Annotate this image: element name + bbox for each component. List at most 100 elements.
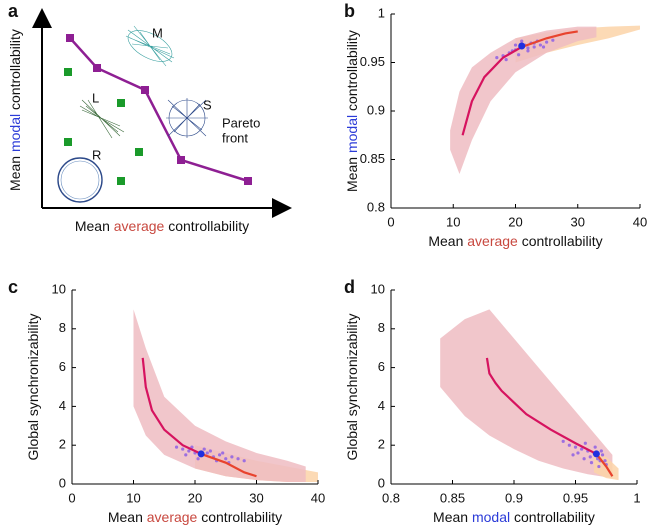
pareto-front <box>66 34 252 185</box>
band <box>450 26 597 175</box>
label-part: controllability <box>518 233 603 249</box>
label-part: controllability <box>164 218 249 234</box>
point <box>580 447 584 451</box>
y-tick-label: 4 <box>59 398 66 413</box>
y-tick-label: 8 <box>378 320 385 335</box>
point <box>242 459 246 463</box>
x-tick-label: 30 <box>571 214 585 229</box>
point <box>592 450 600 458</box>
label-part: controllability <box>197 509 282 525</box>
point <box>583 441 587 445</box>
point <box>597 464 601 469</box>
point <box>174 445 179 449</box>
point <box>567 443 571 447</box>
curve <box>200 452 257 478</box>
label-part: modal <box>7 114 23 152</box>
axis-label: Mean modal controllability <box>7 29 23 191</box>
panel-label: c <box>8 277 18 297</box>
x-tick-label: 0 <box>68 490 75 505</box>
point <box>526 46 530 50</box>
point <box>603 459 607 463</box>
point <box>196 457 200 461</box>
band <box>440 309 613 479</box>
y-tick-label: 2 <box>378 437 385 452</box>
y-tick-label: 0.9 <box>367 102 385 117</box>
label-part: Mean <box>433 509 472 525</box>
axis-label: Global synchronizability <box>25 313 41 460</box>
point <box>545 40 549 44</box>
point <box>187 449 191 453</box>
axis-label: Global synchronizability <box>344 313 360 460</box>
y-tick-label: 0.95 <box>360 54 385 69</box>
point <box>184 453 188 457</box>
curve <box>595 453 614 477</box>
axis-label: Mean average controllability <box>108 509 282 525</box>
point <box>518 42 526 50</box>
point <box>236 457 240 461</box>
panel-label: a <box>8 1 19 21</box>
label-part: Global synchronizability <box>25 313 41 460</box>
network-label: S <box>203 97 212 112</box>
curve <box>521 30 578 49</box>
label-part: modal <box>344 115 360 153</box>
point <box>205 451 209 455</box>
y-tick-label: 0 <box>59 475 66 490</box>
point <box>504 57 508 62</box>
label-part: modal <box>472 509 510 525</box>
x-tick-label: 0 <box>387 214 394 229</box>
network-label: M <box>152 25 163 40</box>
label-part: Mean <box>428 233 467 249</box>
point <box>599 449 603 453</box>
label-part: controllability <box>7 29 23 114</box>
point <box>589 461 594 465</box>
x-tick-label: 20 <box>188 490 202 505</box>
point <box>576 451 580 455</box>
y-tick-label: 8 <box>59 320 66 335</box>
point <box>190 445 194 449</box>
y-tick-label: 6 <box>59 359 66 374</box>
point <box>208 449 212 453</box>
x-tick-label: 30 <box>249 490 263 505</box>
x-tick-label: 0.8 <box>382 490 400 505</box>
label-part: average <box>114 218 165 234</box>
y-tick-label: 4 <box>378 398 385 413</box>
point <box>532 45 536 49</box>
label-part: Global synchronizability <box>344 313 360 460</box>
point <box>181 447 185 451</box>
x-tick-label: 0.95 <box>563 490 588 505</box>
y-tick-label: 10 <box>371 281 385 296</box>
label-part: Mean <box>7 152 23 191</box>
network-label: R <box>92 147 101 162</box>
label-part: Mean <box>75 218 114 234</box>
point <box>495 56 499 60</box>
point <box>588 455 592 459</box>
y-tick-label: 2 <box>59 437 66 452</box>
panel-label: b <box>344 1 355 21</box>
x-tick-label: 10 <box>126 490 140 505</box>
x-tick-label: 10 <box>446 214 460 229</box>
point <box>541 45 546 49</box>
panel-label: d <box>344 277 355 297</box>
y-tick-label: 0.8 <box>367 199 385 214</box>
label-part: average <box>147 509 198 525</box>
curve <box>485 357 597 455</box>
point <box>513 43 518 47</box>
axis-label: Mean modal controllability <box>344 30 360 192</box>
label-part: controllability <box>510 509 595 525</box>
point <box>582 457 586 461</box>
y-tick-label: 10 <box>52 281 66 296</box>
point <box>230 455 234 459</box>
x-tick-label: 40 <box>633 214 647 229</box>
network-label: L <box>92 90 99 105</box>
point <box>573 445 578 449</box>
curve <box>461 46 523 136</box>
axis-label: Mean modal controllability <box>433 509 595 525</box>
curve <box>141 357 202 455</box>
label-part: Mean <box>108 509 147 525</box>
point <box>526 49 530 53</box>
point <box>561 439 565 443</box>
axis-label: Mean average controllability <box>428 233 602 249</box>
point <box>593 445 597 449</box>
pareto-label: Pareto <box>222 115 260 130</box>
point <box>600 453 605 457</box>
